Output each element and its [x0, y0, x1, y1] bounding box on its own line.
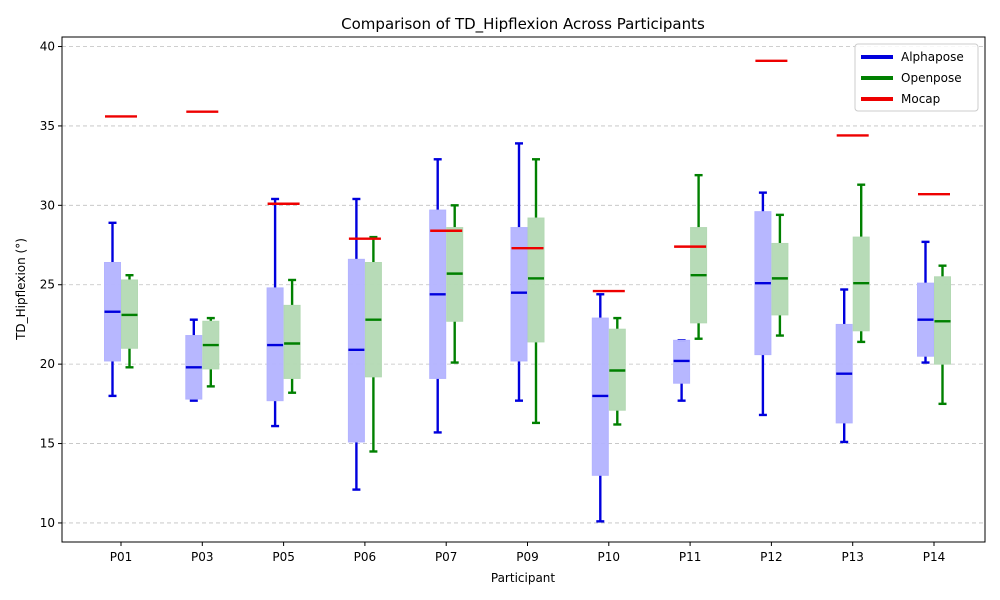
openpose-box: [446, 204, 464, 364]
openpose-box: [527, 158, 545, 425]
alphapose-box: [673, 339, 691, 402]
x-tick-label: P05: [272, 550, 295, 564]
openpose-box: [608, 316, 626, 426]
plot-frame: [61, 36, 986, 543]
openpose-box: [852, 183, 870, 344]
box-marks: [104, 59, 951, 523]
x-tick-label: P01: [110, 550, 133, 564]
x-tick-label: P13: [841, 550, 864, 564]
x-tick-label: P11: [679, 550, 702, 564]
alphapose-box: [754, 191, 772, 417]
legend: Alphapose Openpose Mocap: [854, 43, 979, 112]
chart-title: Comparison of TD_Hipflexion Across Parti…: [341, 15, 705, 34]
openpose-box: [364, 235, 382, 453]
openpose-box: [771, 213, 789, 337]
openpose-box: [283, 278, 301, 394]
x-tick-label: P06: [354, 550, 377, 564]
legend-label: Alphapose: [901, 50, 964, 64]
iqr-box: [510, 227, 528, 362]
iqr-box: [283, 304, 301, 379]
y-tick-label: 10: [40, 516, 55, 530]
x-tick-label: P03: [191, 550, 214, 564]
openpose-box: [202, 316, 220, 388]
openpose-box: [690, 173, 708, 340]
x-tick-label: P09: [516, 550, 539, 564]
alphapose-box: [266, 197, 284, 428]
x-axis-label: Participant: [491, 571, 556, 585]
openpose-box: [121, 274, 138, 369]
iqr-box: [527, 217, 545, 343]
alphapose-box: [917, 240, 934, 364]
alphapose-box: [510, 142, 528, 402]
y-tick-label: 40: [40, 40, 55, 54]
alphapose-box: [429, 158, 447, 434]
y-tick-label: 20: [40, 357, 55, 371]
y-tick-label: 30: [40, 198, 55, 212]
y-tick-label: 35: [40, 119, 55, 133]
x-tick-label: P07: [435, 550, 458, 564]
alphapose-box: [104, 221, 121, 398]
y-axis-ticks: 10 15 20 25 30 35 40: [40, 40, 62, 530]
alphapose-box: [835, 288, 853, 444]
legend-frame: [854, 43, 979, 112]
x-tick-label: P10: [598, 550, 621, 564]
y-tick-label: 15: [40, 437, 55, 451]
alphapose-box: [591, 293, 609, 523]
legend-label: Openpose: [901, 71, 962, 85]
x-axis-ticks: P01 P03 P05 P06 P07 P09 P10 P11 P12 P13 P14: [110, 542, 946, 564]
alphapose-box: [347, 197, 365, 491]
x-tick-label: P14: [923, 550, 946, 564]
y-axis-label: TD_Hipflexion (°): [14, 238, 28, 341]
y-tick-label: 25: [40, 278, 55, 292]
openpose-box: [934, 264, 951, 406]
x-tick-label: P12: [760, 550, 783, 564]
legend-label: Mocap: [901, 92, 940, 106]
alphapose-box: [185, 318, 203, 402]
